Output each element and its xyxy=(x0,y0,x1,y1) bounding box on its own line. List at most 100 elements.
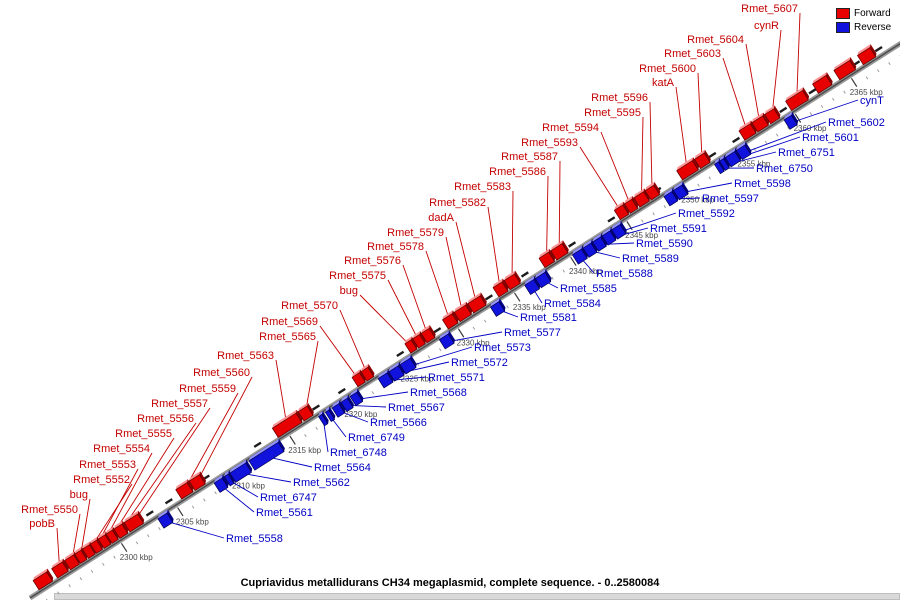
gene-top-face[interactable] xyxy=(633,188,646,198)
gene-front-face[interactable] xyxy=(489,301,506,317)
gene-side-face[interactable] xyxy=(295,409,304,423)
gene-glyph-Rmet_5577[interactable] xyxy=(438,330,456,350)
gene-top-face[interactable] xyxy=(360,363,370,372)
gene-front-face[interactable] xyxy=(582,242,598,258)
gene-front-face[interactable] xyxy=(719,158,730,171)
gene-top-face[interactable] xyxy=(97,531,107,540)
gene-front-face[interactable] xyxy=(51,561,69,579)
gene-glyph-Rmet_5553[interactable] xyxy=(89,536,105,554)
gene-glyph-Rmet_5604[interactable] xyxy=(751,112,771,133)
gene-top-face[interactable] xyxy=(601,227,612,236)
gene-top-face[interactable] xyxy=(466,292,482,304)
gene-front-face[interactable] xyxy=(663,191,679,207)
gene-top-face[interactable] xyxy=(81,541,91,550)
gene-front-face[interactable] xyxy=(229,462,252,483)
gene-front-face[interactable] xyxy=(672,184,689,201)
gene-side-face[interactable] xyxy=(547,248,556,262)
gene-front-face[interactable] xyxy=(611,223,627,240)
gene-glyph-Rmet_5588[interactable] xyxy=(571,245,589,265)
gene-side-face[interactable] xyxy=(136,510,145,524)
gene-front-face[interactable] xyxy=(318,413,329,427)
gene-front-face[interactable] xyxy=(271,412,303,438)
gene-top-face[interactable] xyxy=(644,181,656,191)
gene-front-face[interactable] xyxy=(123,513,144,533)
gene-glyph-unlabeled[interactable] xyxy=(811,72,834,94)
gene-glyph-Rmet_5562[interactable] xyxy=(229,459,254,483)
gene-side-face[interactable] xyxy=(532,276,541,289)
gene-side-face[interactable] xyxy=(447,330,456,344)
gene-side-face[interactable] xyxy=(321,410,330,424)
gene-top-face[interactable] xyxy=(492,278,504,288)
gene-front-face[interactable] xyxy=(74,549,88,564)
gene-front-face[interactable] xyxy=(412,334,426,349)
gene-side-face[interactable] xyxy=(621,201,630,215)
gene-top-face[interactable] xyxy=(349,388,359,397)
gene-top-face[interactable] xyxy=(438,330,450,340)
gene-side-face[interactable] xyxy=(337,400,346,413)
gene-front-face[interactable] xyxy=(856,47,877,66)
gene-top-face[interactable] xyxy=(399,354,413,365)
gene-side-face[interactable] xyxy=(749,120,758,134)
gene-side-face[interactable] xyxy=(703,149,712,163)
gene-top-face[interactable] xyxy=(534,268,547,279)
gene-glyph-Rmet_6751[interactable] xyxy=(718,155,731,171)
gene-glyph-cynR[interactable] xyxy=(763,105,781,125)
gene-front-face[interactable] xyxy=(442,313,459,330)
gene-glyph-Rmet_5594[interactable] xyxy=(623,195,640,214)
gene-glyph-Rmet_5571[interactable] xyxy=(377,369,395,389)
gene-glyph-cynT[interactable] xyxy=(783,111,800,130)
gene-top-face[interactable] xyxy=(724,148,737,158)
gene-glyph-Rmet_5595[interactable] xyxy=(633,188,652,208)
gene-glyph-Rmet_5593[interactable] xyxy=(613,201,631,221)
gene-glyph-unlabeled[interactable] xyxy=(856,44,878,66)
gene-front-face[interactable] xyxy=(785,90,809,112)
gene-side-face[interactable] xyxy=(609,227,618,241)
gene-side-face[interactable] xyxy=(479,292,488,306)
gene-side-face[interactable] xyxy=(561,240,570,253)
gene-glyph-Rmet_5598[interactable] xyxy=(672,181,690,201)
gene-front-face[interactable] xyxy=(399,357,417,375)
gene-side-face[interactable] xyxy=(277,438,286,452)
gene-top-face[interactable] xyxy=(271,409,298,429)
gene-top-face[interactable] xyxy=(784,87,804,102)
gene-side-face[interactable] xyxy=(790,111,799,125)
gene-front-face[interactable] xyxy=(503,273,521,291)
gene-top-face[interactable] xyxy=(387,362,400,372)
gene-side-face[interactable] xyxy=(346,394,355,408)
gene-side-face[interactable] xyxy=(386,369,395,383)
gene-top-face[interactable] xyxy=(833,57,852,71)
gene-top-face[interactable] xyxy=(324,406,331,413)
gene-top-face[interactable] xyxy=(188,471,202,482)
gene-front-face[interactable] xyxy=(248,441,285,471)
gene-side-face[interactable] xyxy=(61,558,70,572)
gene-side-face[interactable] xyxy=(722,155,731,168)
gene-top-face[interactable] xyxy=(420,324,431,334)
gene-side-face[interactable] xyxy=(121,520,130,534)
gene-top-face[interactable] xyxy=(783,111,794,121)
gene-glyph-Rmet_5566[interactable] xyxy=(331,400,347,418)
gene-front-face[interactable] xyxy=(592,236,607,252)
gene-top-face[interactable] xyxy=(672,181,684,191)
gene-top-face[interactable] xyxy=(73,546,83,555)
gene-top-face[interactable] xyxy=(675,157,694,171)
gene-glyph-Rmet_5607[interactable] xyxy=(784,87,810,112)
gene-side-face[interactable] xyxy=(327,406,336,420)
gene-top-face[interactable] xyxy=(174,479,189,490)
gene-front-face[interactable] xyxy=(738,123,757,141)
gene-side-face[interactable] xyxy=(630,195,639,209)
gene-glyph-dadA[interactable] xyxy=(466,292,488,314)
gene-glyph-Rmet_5559[interactable] xyxy=(174,479,195,500)
gene-side-face[interactable] xyxy=(428,324,437,338)
gene-glyph-Rmet_5556[interactable] xyxy=(113,520,130,539)
gene-side-face[interactable] xyxy=(652,181,661,195)
gene-front-face[interactable] xyxy=(82,544,96,559)
gene-side-face[interactable] xyxy=(670,188,679,201)
gene-glyph-Rmet_5582[interactable] xyxy=(492,278,510,298)
gene-top-face[interactable] xyxy=(738,120,753,131)
gene-side-face[interactable] xyxy=(599,233,608,247)
gene-front-face[interactable] xyxy=(676,160,699,181)
gene-side-face[interactable] xyxy=(397,362,406,376)
gene-top-face[interactable] xyxy=(157,509,169,519)
gene-front-face[interactable] xyxy=(113,523,129,539)
gene-front-face[interactable] xyxy=(97,534,112,549)
